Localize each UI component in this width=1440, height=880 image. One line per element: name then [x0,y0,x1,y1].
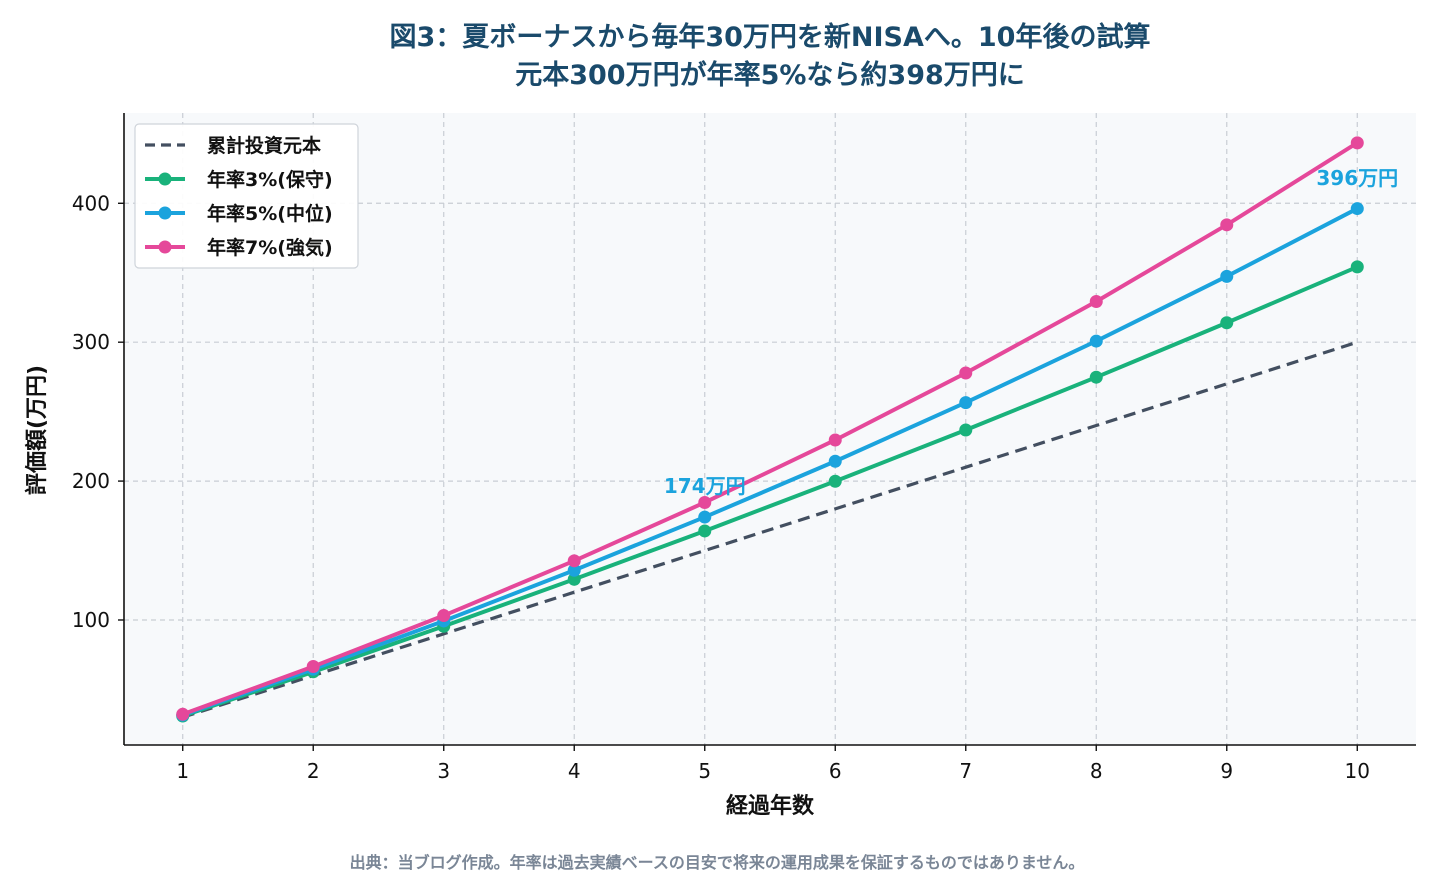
data-point [567,563,581,577]
data-point [437,609,451,623]
x-tick-label: 9 [1220,759,1233,783]
x-tick-label: 6 [829,759,842,783]
y-tick-label: 400 [72,191,110,215]
x-tick-label: 3 [437,759,450,783]
data-point [1089,334,1103,348]
data-point [1220,218,1234,232]
legend-entry: 年率3%(保守) [207,168,333,191]
x-tick-label: 4 [568,759,581,783]
legend-entry: 累計投資元本 [207,134,321,157]
data-point [306,660,320,674]
data-point [1220,316,1234,330]
data-point [176,707,190,721]
data-point [959,396,973,410]
series-line-1 [182,265,1359,718]
data-point [698,495,712,509]
x-tick-label: 2 [307,759,320,783]
data-point [828,454,842,468]
data-point [959,423,973,437]
x-tick-label: 1 [176,759,189,783]
chart-title-line1: 図3：夏ボーナスから毎年30万円を新NISAへ。10年後の試算 [390,21,1151,53]
series-group [176,136,1364,723]
gridlines [124,113,1416,745]
x-tick-label: 10 [1345,759,1370,783]
legend-entry: 年率7%(強気) [207,236,333,259]
x-ticks: 1 2 3 4 5 6 7 8 9 10 [176,745,1370,783]
chart-title-line2: 元本300万円が年率5%なら約398万円に [515,59,1025,91]
axes [123,113,1416,746]
annotation-label: 396万円 [1316,166,1398,190]
legend-entry: 年率5%(中位) [207,202,333,225]
data-point [1089,370,1103,384]
data-point [1350,136,1364,150]
x-tick-label: 8 [1090,759,1103,783]
legend-swatch-marker [158,172,172,186]
data-point [1220,269,1234,283]
data-point [567,554,581,568]
series-line-2 [182,206,1359,718]
data-point [828,474,842,488]
y-tick-label: 300 [72,330,110,354]
data-point [1350,202,1364,216]
y-axis-label: 評価額(万円) [24,365,50,495]
series-line-3 [182,141,1359,717]
x-tick-label: 5 [698,759,711,783]
data-point [959,366,973,380]
y-ticks: 100 200 300 400 [72,191,124,632]
source-note: 出典：当ブログ作成。年率は過去実績ベースの目安で将来の運用成果を保証するものでは… [350,853,1085,872]
data-point [698,510,712,524]
y-tick-label: 200 [72,469,110,493]
data-point [567,572,581,586]
series-line-0 [182,340,1358,719]
x-axis-label: 経過年数 [726,793,815,819]
y-tick-label: 100 [72,608,110,632]
data-point [698,524,712,538]
legend-swatch-marker [158,240,172,254]
legend-swatch-marker [158,206,172,220]
data-point [828,433,842,447]
annotations: 174万円 396万円 [664,166,1398,498]
annotation-label: 174万円 [664,474,746,498]
x-tick-label: 7 [959,759,972,783]
data-point [1350,260,1364,274]
data-point [1089,294,1103,308]
legend-box [134,123,359,269]
